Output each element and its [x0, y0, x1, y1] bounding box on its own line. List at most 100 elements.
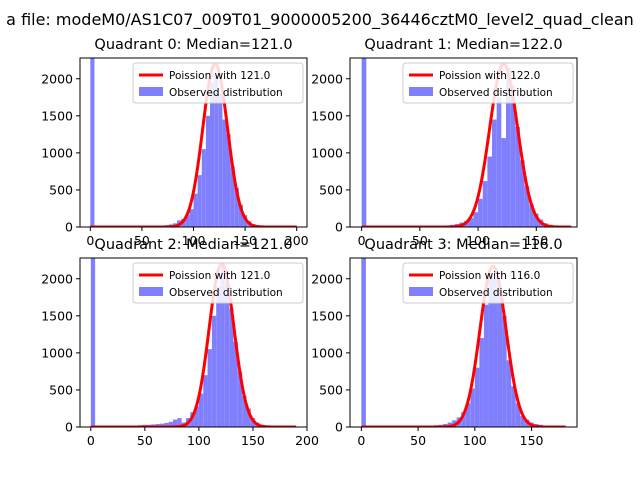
hist-bar — [493, 278, 498, 427]
hist-bar — [237, 371, 243, 427]
hist-bar — [243, 215, 248, 227]
hist-bar — [488, 275, 494, 427]
hist-bar — [479, 338, 484, 427]
hist-bar — [189, 209, 194, 227]
legend-label-fit: Poission with 116.0 — [439, 270, 540, 282]
hist-bar — [242, 395, 247, 427]
hist-bar — [478, 198, 483, 227]
subplot-title: Quadrant 3: Median=116.0 — [364, 237, 562, 253]
hist-bar — [520, 415, 525, 427]
hist-bar — [470, 388, 475, 427]
x-tick-label: 150 — [241, 433, 265, 448]
y-tick-label: 1500 — [41, 308, 73, 323]
x-tick-label: 50 — [134, 233, 150, 248]
hist-bar — [510, 86, 516, 227]
hist-bar — [193, 193, 198, 227]
hist-bar — [511, 386, 516, 427]
hist-bar — [210, 82, 215, 227]
hist-bar — [515, 403, 521, 427]
hist-bar — [447, 422, 453, 427]
y-tick-label: 1000 — [311, 145, 343, 160]
x-tick-label: 150 — [524, 233, 548, 248]
hist-bar — [482, 181, 488, 227]
hist-bar — [506, 360, 512, 427]
legend: Poission with 121.0 Observed distribution — [132, 62, 304, 104]
hist-bar — [211, 315, 217, 427]
fit-line-poisson — [89, 262, 298, 427]
y-tick-label: 1500 — [311, 308, 343, 323]
hist-bar — [172, 419, 178, 427]
hist-bar — [487, 156, 493, 227]
legend-box — [132, 62, 304, 104]
axes-frame — [79, 257, 308, 428]
legend-label-fit: Poission with 121.0 — [169, 70, 270, 82]
hist-bar — [216, 286, 221, 427]
legend-label-observed: Observed distribution — [439, 287, 553, 299]
legend-box — [402, 62, 574, 104]
hist-bar — [361, 58, 367, 227]
y-tick-label: 1000 — [311, 345, 343, 360]
hist-bar — [505, 67, 511, 227]
hist-bar — [465, 403, 471, 427]
hist-bar — [496, 97, 502, 227]
x-tick-label: 50 — [412, 233, 428, 248]
figure-suptitle: a file: modeM0/AS1C07_009T01_9000005200_… — [6, 10, 634, 30]
histogram-observed — [90, 258, 295, 427]
hist-bar — [461, 412, 466, 427]
x-tick-label: 0 — [86, 233, 94, 248]
x-tick-label: 200 — [295, 433, 319, 448]
hist-bar — [502, 315, 507, 427]
hist-bar — [164, 422, 169, 427]
x-tick-label: 100 — [463, 433, 487, 448]
hist-bar — [474, 367, 480, 427]
legend-box — [402, 262, 574, 304]
hist-bar — [197, 175, 202, 227]
legend-patch-swatch — [139, 87, 163, 96]
y-tick-label: 2000 — [311, 271, 343, 286]
hist-bar — [533, 213, 539, 227]
hist-bar — [524, 186, 530, 227]
hist-bar — [90, 58, 95, 227]
hist-bar — [185, 215, 190, 227]
legend-label-observed: Observed distribution — [169, 287, 283, 299]
legend: Poission with 121.0 Observed distribution — [132, 262, 304, 304]
axes-frame — [349, 257, 578, 428]
hist-bar — [159, 423, 165, 427]
hist-bar — [492, 119, 497, 227]
x-tick-label: 100 — [466, 233, 490, 248]
hist-bar — [194, 406, 199, 427]
hist-bar — [226, 134, 231, 227]
x-tick-label: 50 — [137, 433, 153, 448]
y-tick-label: 0 — [65, 420, 73, 435]
hist-bar — [214, 75, 219, 227]
y-tick-label: 500 — [49, 382, 73, 397]
hist-bar — [246, 408, 251, 427]
y-tick-label: 500 — [49, 182, 73, 197]
hist-bar — [224, 282, 230, 427]
x-tick-label: 200 — [285, 233, 309, 248]
subplot-title: Quadrant 2: Median=121.0 — [94, 237, 292, 253]
y-tick-label: 0 — [65, 220, 73, 235]
subplot-title: Quadrant 0: Median=121.0 — [94, 37, 292, 53]
legend-patch-swatch — [139, 287, 163, 296]
hist-bar — [222, 119, 227, 227]
hist-bar — [515, 126, 520, 227]
hist-bar — [529, 204, 534, 227]
hist-bar — [168, 421, 173, 427]
legend: Poission with 122.0 Observed distribution — [402, 62, 574, 104]
y-tick-label: 0 — [335, 420, 343, 435]
y-tick-label: 1500 — [311, 108, 343, 123]
hist-bar — [203, 375, 208, 427]
hist-bar — [501, 138, 506, 227]
x-tick-label: 150 — [233, 233, 257, 248]
y-tick-label: 1500 — [41, 108, 73, 123]
legend-label-fit: Poission with 121.0 — [169, 270, 270, 282]
hist-bar — [177, 418, 182, 427]
x-tick-label: 150 — [520, 433, 544, 448]
y-tick-label: 500 — [319, 182, 343, 197]
